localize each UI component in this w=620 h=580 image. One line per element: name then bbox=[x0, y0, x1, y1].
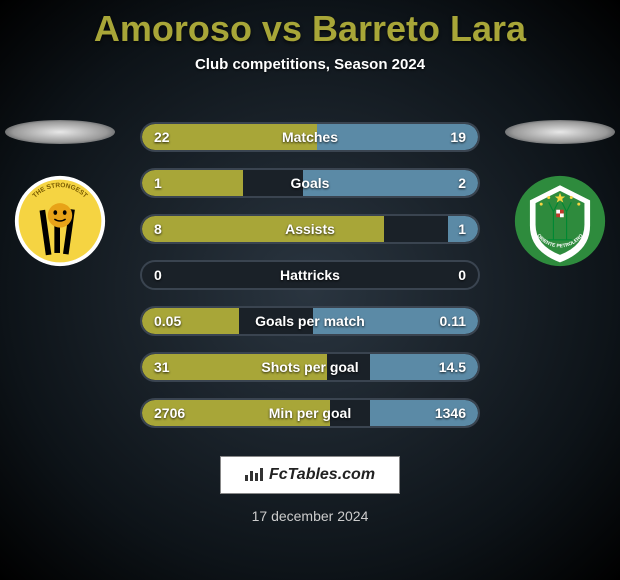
page-title: Amoroso vs Barreto Lara bbox=[0, 0, 620, 50]
stat-row: 2219Matches bbox=[140, 122, 480, 152]
stat-label: Matches bbox=[142, 129, 478, 145]
stat-row: 81Assists bbox=[140, 214, 480, 244]
stat-row: 3114.5Shots per goal bbox=[140, 352, 480, 382]
stat-row: 12Goals bbox=[140, 168, 480, 198]
player-shadow-right bbox=[505, 120, 615, 144]
stats-container: 2219Matches 12Goals 81Assists 00Hattricks 0.… bbox=[140, 122, 480, 444]
stat-label: Min per goal bbox=[142, 405, 478, 421]
club-left-block: THE STRONGEST bbox=[0, 120, 120, 273]
brand-badge: FcTables.com bbox=[220, 456, 400, 494]
stat-label: Shots per goal bbox=[142, 359, 478, 375]
stat-row: 00Hattricks bbox=[140, 260, 480, 290]
stat-label: Goals per match bbox=[142, 313, 478, 329]
chart-icon bbox=[245, 465, 263, 486]
stat-row: 27061346Min per goal bbox=[140, 398, 480, 428]
crest-right: ORIENTE PETROLERO bbox=[513, 174, 607, 268]
stat-label: Hattricks bbox=[142, 267, 478, 283]
club-right-block: ORIENTE PETROLERO bbox=[500, 120, 620, 273]
crest-left: THE STRONGEST bbox=[13, 174, 107, 268]
date-text: 17 december 2024 bbox=[0, 508, 620, 524]
stat-row: 0.050.11Goals per match bbox=[140, 306, 480, 336]
stat-label: Assists bbox=[142, 221, 478, 237]
player-shadow-left bbox=[5, 120, 115, 144]
subtitle: Club competitions, Season 2024 bbox=[0, 56, 620, 73]
brand-text: FcTables.com bbox=[269, 466, 375, 484]
stat-label: Goals bbox=[142, 175, 478, 191]
